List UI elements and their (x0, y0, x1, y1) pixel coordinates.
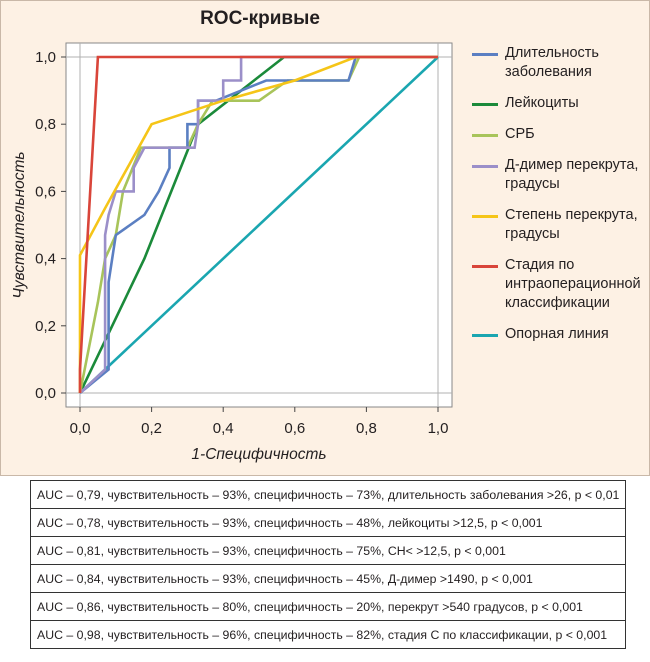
auc-cell: AUC – 0,79, чувствительность – 93%, спец… (29, 480, 627, 509)
y-tick-label: 1,0 (35, 49, 56, 66)
chart-legend: Длительность заболевания Лейкоциты СРБ Д-дим… (472, 44, 648, 356)
x-tick-label: 0,4 (213, 420, 234, 437)
y-tick-label: 0,6 (35, 183, 56, 200)
legend-label: Лейкоциты (505, 95, 579, 111)
legend-label: Длительность заболевания (505, 45, 599, 80)
x-tick-label: 1,0 (428, 420, 449, 437)
legend-item: Стадия по интраоперационной классификации (472, 256, 648, 313)
x-tick-label: 0,2 (141, 420, 162, 437)
legend-item: Опорная линия (472, 325, 648, 344)
legend-label: Опорная линия (505, 326, 609, 342)
y-tick-label: 0,4 (35, 251, 56, 268)
auc-row: AUC – 0,84, чувствительность – 93%, спец… (29, 564, 627, 593)
auc-cell: AUC – 0,84, чувствительность – 93%, спец… (29, 564, 627, 593)
x-tick-label: 0,0 (70, 420, 91, 437)
legend-swatch (472, 334, 498, 337)
legend-swatch (472, 134, 498, 137)
series-line-5 (78, 55, 438, 393)
y-tick-label: 0,0 (35, 385, 56, 402)
series-line-0 (79, 55, 438, 395)
legend-item: СРБ (472, 125, 648, 144)
legend-swatch (472, 215, 498, 218)
legend-label: Д-димер перекрута, градусы (505, 157, 639, 192)
x-tick-label: 0,8 (356, 420, 377, 437)
auc-cell: AUC – 0,98, чувствительность – 96%, спец… (29, 620, 627, 649)
legend-item: Длительность заболевания (472, 44, 648, 82)
y-tick-label: 0,8 (35, 116, 56, 133)
legend-label: Стадия по интраоперационной классификации (505, 257, 641, 311)
series-line-6 (79, 56, 439, 394)
legend-item: Д-димер перекрута, градусы (472, 156, 648, 194)
legend-swatch (472, 165, 498, 168)
auc-row: AUC – 0,86, чувствительность – 80%, спец… (29, 592, 627, 621)
x-axis-label: 1-Специфичность (191, 446, 326, 463)
auc-cell: AUC – 0,81, чувствительность – 93%, спец… (29, 536, 627, 565)
auc-cell: AUC – 0,78, чувствительность – 93%, спец… (29, 508, 627, 537)
legend-label: Степень перекрута, градусы (505, 207, 638, 242)
auc-table: AUC – 0,79, чувствительность – 93%, спец… (29, 480, 627, 649)
legend-item: Лейкоциты (472, 94, 648, 113)
legend-swatch (472, 53, 498, 56)
roc-plot: 0,0 0,2 0,4 0,6 0,8 1,0 0,0 0,2 0,4 0,6 0,8 1,0 1-Сп… (11, 42, 453, 463)
auc-row: AUC – 0,78, чувствительность – 93%, спец… (29, 508, 627, 537)
series-line-3 (79, 55, 438, 394)
auc-row: AUC – 0,81, чувствительность – 93%, спец… (29, 536, 627, 565)
auc-row: AUC – 0,79, чувствительность – 93%, спец… (29, 480, 627, 509)
legend-label: СРБ (505, 126, 535, 142)
auc-cell: AUC – 0,86, чувствительность – 80%, спец… (29, 592, 627, 621)
legend-swatch (472, 265, 498, 268)
y-axis-label: Чувствительность (11, 151, 28, 298)
chart-title: ROC-кривые (200, 8, 320, 29)
y-tick-label: 0,2 (35, 318, 56, 335)
legend-item: Степень перекрута, градусы (472, 206, 648, 244)
auc-row: AUC – 0,98, чувствительность – 96%, спец… (29, 620, 627, 649)
x-tick-label: 0,6 (284, 420, 305, 437)
series-line-4 (78, 55, 438, 393)
legend-swatch (472, 103, 498, 106)
